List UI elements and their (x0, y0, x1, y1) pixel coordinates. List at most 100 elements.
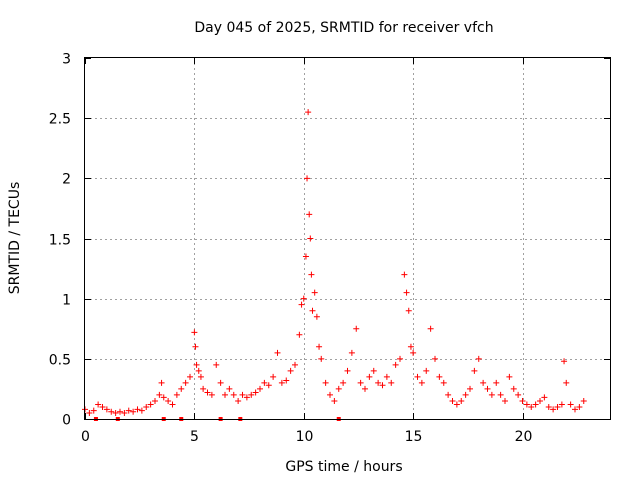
data-point (152, 397, 158, 404)
data-point (392, 361, 399, 368)
data-point (550, 406, 557, 413)
data-point (287, 367, 294, 374)
x-tick-label: 10 (296, 429, 314, 445)
data-point (353, 325, 360, 332)
data-point (86, 409, 93, 416)
data-point (580, 397, 587, 404)
x-tick-labels: 0 5 10 15 20 (81, 429, 532, 445)
data-point (405, 307, 412, 314)
data-point (515, 391, 522, 398)
data-point (357, 379, 364, 386)
data-point (348, 349, 355, 356)
data-point (165, 397, 172, 404)
data-point (257, 385, 263, 392)
data-point (298, 301, 305, 308)
data-point (103, 406, 110, 413)
data-point (173, 391, 180, 398)
data-point (274, 349, 281, 356)
data-point (308, 271, 315, 278)
data-point (432, 355, 438, 362)
data-point (554, 403, 561, 410)
data-point (243, 394, 250, 401)
data-point (506, 373, 513, 380)
data-point (523, 401, 530, 408)
data-point (510, 385, 517, 392)
data-point (95, 401, 102, 408)
data-point (558, 401, 565, 408)
data-point (576, 403, 583, 410)
data-point (147, 401, 154, 408)
data-point (322, 379, 329, 386)
data-point (497, 391, 504, 398)
data-point (187, 373, 193, 380)
data-point (318, 355, 325, 362)
data-point (480, 379, 487, 386)
data-point (327, 391, 333, 398)
data-point (475, 355, 482, 362)
y-tick-label: 3 (62, 52, 71, 68)
axis-ticks (85, 58, 610, 420)
x-tick-label: 20 (515, 429, 533, 445)
x-axis-label: GPS time / hours (285, 459, 402, 475)
data-point (121, 409, 128, 416)
data-point (383, 373, 390, 380)
data-point (407, 343, 414, 350)
data-points (82, 109, 587, 416)
data-point (278, 379, 285, 386)
y-tick-label: 2 (62, 172, 71, 188)
data-point (265, 382, 272, 389)
data-point (458, 397, 465, 404)
data-point (182, 379, 189, 386)
data-point (316, 343, 323, 350)
data-point (306, 211, 313, 218)
data-point (561, 358, 568, 365)
data-point (344, 367, 351, 374)
data-point (99, 403, 106, 410)
grid-lines (85, 58, 610, 419)
data-point (192, 343, 199, 350)
data-point (397, 355, 403, 362)
data-point (445, 391, 452, 398)
data-point (440, 379, 447, 386)
data-point (545, 403, 552, 410)
data-point (169, 401, 176, 408)
data-point (300, 295, 307, 302)
data-point (270, 373, 277, 380)
data-point (222, 391, 228, 398)
data-point (362, 385, 368, 392)
data-point (335, 385, 342, 392)
data-point (208, 391, 215, 398)
data-point (331, 397, 338, 404)
data-point (502, 397, 508, 404)
data-point (467, 385, 473, 392)
data-point (532, 401, 539, 408)
x-tick-label: 15 (405, 429, 423, 445)
data-point (217, 379, 224, 386)
data-point (178, 385, 185, 392)
data-point (403, 289, 410, 296)
data-point (537, 397, 543, 404)
data-point (528, 403, 535, 410)
y-tick-labels: 0 0.5 1 1.5 2 2.5 3 (49, 52, 71, 429)
data-point (484, 385, 491, 392)
data-point (449, 397, 456, 404)
data-point (230, 391, 237, 398)
data-point (252, 389, 259, 396)
data-point (112, 409, 119, 416)
data-point (134, 406, 141, 413)
y-tick-label: 1.5 (49, 233, 71, 249)
data-point (414, 373, 421, 380)
data-point (340, 379, 347, 386)
data-point (108, 408, 115, 415)
data-point (302, 253, 309, 260)
data-point (296, 331, 303, 338)
data-point (117, 408, 123, 415)
data-point (436, 373, 443, 380)
data-point (410, 349, 417, 356)
data-point (90, 407, 97, 414)
data-point (493, 379, 500, 386)
x-tick-label: 0 (81, 429, 90, 445)
data-point (191, 329, 198, 336)
data-point (200, 385, 207, 392)
